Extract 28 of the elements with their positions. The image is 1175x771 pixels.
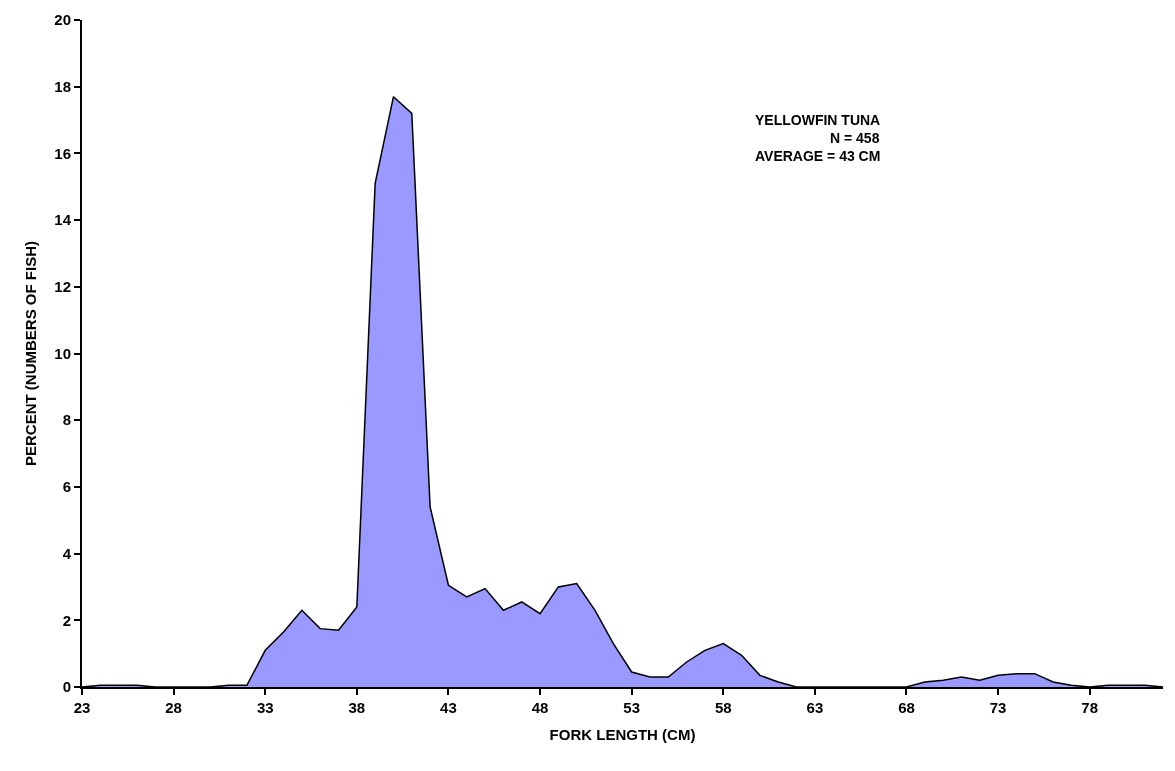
y-tick-label: 16 <box>54 144 71 162</box>
y-tick-label: 14 <box>54 211 72 229</box>
y-axis-title: PERCENT (NUMBERS OF FISH) <box>22 241 40 466</box>
x-tick-label: 63 <box>806 699 824 716</box>
x-axis-title: FORK LENGTH (CM) <box>549 725 696 743</box>
x-tick-label: 23 <box>73 699 91 716</box>
y-tick-label: 12 <box>54 278 71 296</box>
y-tick-label: 6 <box>62 478 71 496</box>
x-tick-label: 73 <box>989 699 1007 716</box>
x-tick-label: 43 <box>440 699 457 716</box>
y-tick-label: 20 <box>54 11 71 29</box>
y-tick-label: 18 <box>54 77 71 95</box>
y-tick-label: 0 <box>62 678 71 696</box>
y-tick-label: 8 <box>62 411 71 429</box>
annotation: AVERAGE = 43 CM <box>755 148 881 164</box>
x-tick-label: 68 <box>898 699 915 716</box>
annotation: YELLOWFIN TUNA <box>755 112 881 128</box>
x-tick-label: 58 <box>714 699 732 716</box>
y-tick-label: 4 <box>62 544 72 562</box>
x-tick-label: 53 <box>623 699 640 716</box>
x-tick-label: 78 <box>1081 699 1099 716</box>
x-tick-label: 38 <box>348 699 366 716</box>
annotation: N = 458 <box>830 130 880 146</box>
x-tick-label: 33 <box>256 699 274 716</box>
y-tick-label: 10 <box>54 344 71 362</box>
y-tick-label: 2 <box>62 611 71 629</box>
x-tick-label: 48 <box>531 699 549 716</box>
x-tick-label: 28 <box>165 699 182 716</box>
